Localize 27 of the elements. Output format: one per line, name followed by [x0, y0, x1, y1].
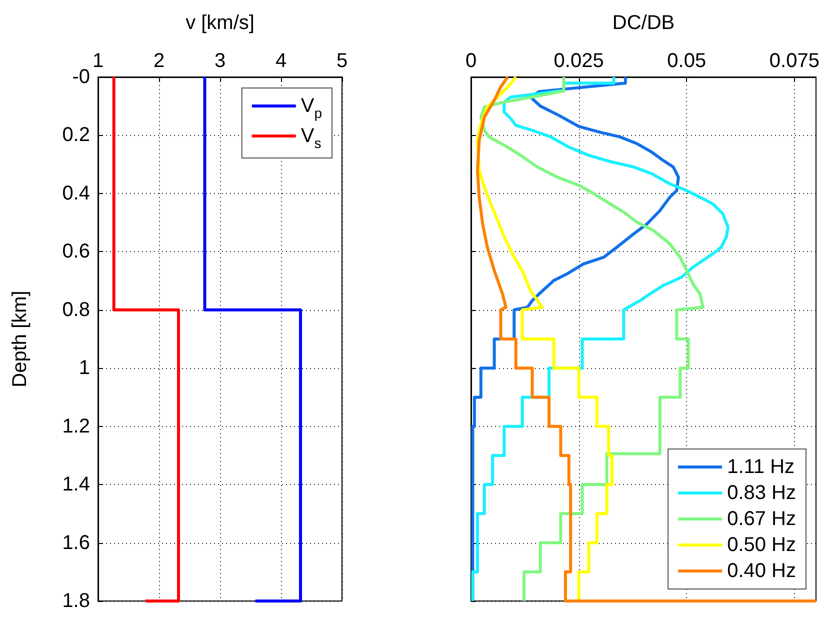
legend-label: 0.50 Hz [727, 534, 796, 556]
y-tick-label: -0 [72, 66, 90, 88]
x-tick-label: 0 [465, 50, 477, 72]
y-tick-label: 1 [78, 357, 90, 380]
y-tick-label: 0.4 [62, 182, 90, 204]
x-tick-label: 5 [336, 50, 348, 72]
legend-label: 0.67 Hz [727, 508, 796, 530]
x-axis-title: DC/DB [612, 12, 675, 34]
x-axis-title: v [km/s] [186, 12, 254, 34]
y-tick-label: 1.8 [62, 590, 90, 612]
y-tick-label: 1.6 [62, 532, 90, 554]
legend-label: 1.11 Hz [727, 456, 795, 478]
y-axis-title: Depth [km] [9, 290, 31, 388]
legend-label: 0.40 Hz [727, 560, 796, 582]
legend-label: 0.83 Hz [727, 482, 796, 504]
y-tick-label: 1.2 [62, 415, 90, 438]
y-tick-label: 1.4 [62, 474, 90, 496]
y-tick-label: 0.6 [62, 240, 90, 263]
x-tick-label: 4 [275, 50, 287, 72]
x-tick-label: 0.075 [769, 50, 820, 72]
x-tick-label: 0.05 [667, 50, 706, 72]
y-tick-label: 0.2 [62, 124, 90, 146]
x-tick-label: 0.025 [554, 50, 604, 72]
y-tick-label: 0.8 [62, 298, 90, 321]
x-tick-label: 1 [92, 50, 104, 72]
x-tick-label: 2 [153, 50, 165, 72]
x-tick-label: 3 [214, 50, 226, 72]
